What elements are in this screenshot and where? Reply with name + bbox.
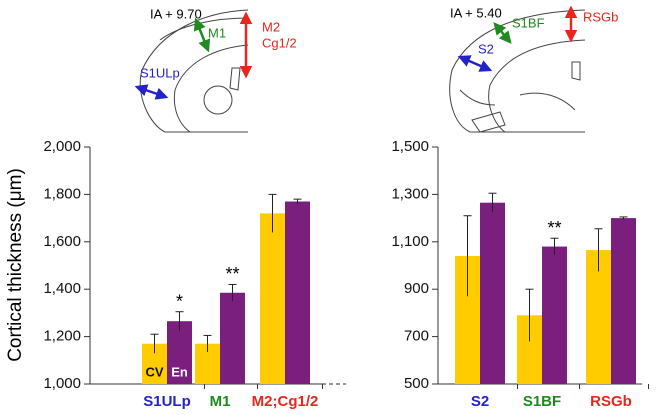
bar <box>167 321 192 384</box>
bar <box>611 218 636 384</box>
x-tick-label: M1 <box>210 393 231 410</box>
region-arrows <box>134 5 578 100</box>
x-tick-label: S2 <box>471 393 489 410</box>
y-tick-label: 1,800 <box>43 185 81 202</box>
y-tick-label: 900 <box>404 280 429 297</box>
bar <box>220 292 245 384</box>
y-tick-label: 1,500 <box>391 138 429 155</box>
y-tick-label: 1,100 <box>391 233 429 250</box>
x-tick-label: M2;Cg1/2 <box>252 393 319 410</box>
bar <box>586 250 611 384</box>
bar <box>542 246 567 384</box>
bar <box>480 202 505 384</box>
region-label: RSGb <box>583 9 618 24</box>
significance-label: * <box>176 291 183 311</box>
brain-section-right <box>449 9 586 133</box>
section-label: IA + 5.40 <box>450 5 502 20</box>
y-tick-label: 1,300 <box>391 185 429 202</box>
y-tick-label: 1,200 <box>43 328 81 345</box>
brain-section-left <box>139 9 249 133</box>
x-tick-label: S1BF <box>523 393 561 410</box>
y-tick-label: 2,000 <box>43 138 81 155</box>
legend-label: En <box>171 364 188 379</box>
y-axis-label: Cortical thickness (μm) <box>5 168 26 362</box>
region-label: M1 <box>208 25 226 40</box>
region-label: S1BF <box>512 15 545 30</box>
region-label: S1ULp <box>140 65 180 80</box>
y-tick-label: 1,600 <box>43 233 81 250</box>
region-label: S2 <box>478 41 494 56</box>
bar <box>285 201 310 384</box>
region-label: M2 <box>262 19 280 34</box>
y-tick-label: 500 <box>404 375 429 392</box>
x-tick-label: RSGb <box>590 393 632 410</box>
legend-label: CV <box>145 364 163 379</box>
bar <box>260 213 285 384</box>
significance-label: ** <box>547 218 561 238</box>
significance-label: ** <box>225 264 239 284</box>
section-label: IA + 9.70 <box>150 6 202 21</box>
y-tick-label: 1,400 <box>43 280 81 297</box>
y-tick-label: 700 <box>404 328 429 345</box>
region-label: Cg1/2 <box>262 35 297 50</box>
y-tick-label: 1,000 <box>43 375 81 392</box>
x-tick-label: S1ULp <box>143 393 191 410</box>
